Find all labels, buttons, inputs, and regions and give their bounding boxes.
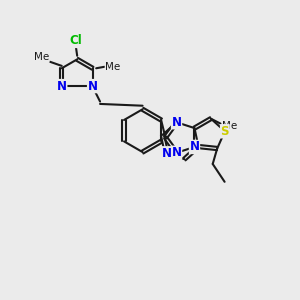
Text: N: N — [172, 116, 182, 129]
Text: N: N — [88, 80, 98, 93]
Text: S: S — [220, 125, 229, 138]
Text: Me: Me — [34, 52, 50, 62]
Text: Me: Me — [105, 62, 120, 72]
Text: Cl: Cl — [69, 34, 82, 47]
Text: N: N — [161, 147, 171, 160]
Text: N: N — [172, 146, 182, 159]
Text: N: N — [190, 140, 200, 154]
Text: Me: Me — [222, 121, 237, 131]
Text: N: N — [57, 80, 67, 93]
